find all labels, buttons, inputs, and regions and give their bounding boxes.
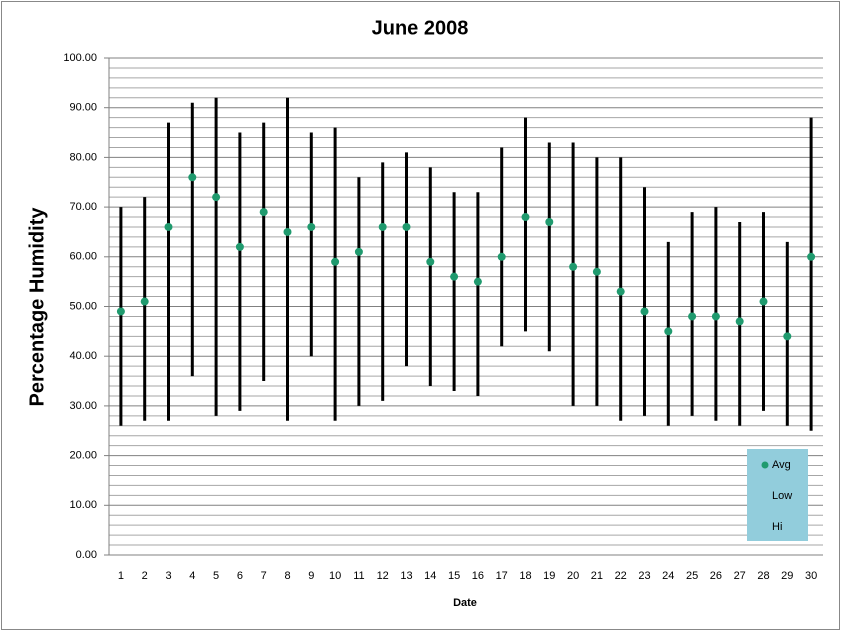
avg-point xyxy=(664,327,673,336)
legend-label: Avg xyxy=(772,459,791,471)
y-axis-label: Percentage Humidity xyxy=(26,207,48,407)
avg-point xyxy=(188,173,197,182)
x-tick-label: 18 xyxy=(519,570,531,582)
avg-point xyxy=(783,332,792,341)
x-tick-label: 17 xyxy=(496,570,508,582)
x-tick-label: 12 xyxy=(377,570,389,582)
x-tick-label: 15 xyxy=(448,570,460,582)
x-tick-label: 5 xyxy=(213,570,219,582)
avg-point xyxy=(212,193,221,202)
x-tick-label: 10 xyxy=(329,570,341,582)
avg-point xyxy=(450,272,459,281)
avg-point xyxy=(116,307,125,316)
x-tick-label: 6 xyxy=(237,570,243,582)
avg-point xyxy=(164,222,173,231)
avg-point xyxy=(616,287,625,296)
avg-point xyxy=(402,222,411,231)
x-tick-label: 26 xyxy=(710,570,722,582)
x-tick-label: 2 xyxy=(142,570,148,582)
avg-point xyxy=(640,307,649,316)
x-tick-label: 3 xyxy=(165,570,171,582)
avg-point xyxy=(497,252,506,261)
x-tick-label: 21 xyxy=(591,570,603,582)
x-tick-label: 7 xyxy=(261,570,267,582)
x-tick-label: 22 xyxy=(615,570,627,582)
y-tick-label: 0.00 xyxy=(76,549,97,561)
avg-point xyxy=(688,312,697,321)
avg-point xyxy=(307,222,316,231)
legend-label: Hi xyxy=(772,521,782,533)
y-tick-label: 30.00 xyxy=(69,400,97,412)
y-tick-label: 50.00 xyxy=(69,300,97,312)
x-tick-label: 30 xyxy=(805,570,817,582)
y-tick-label: 80.00 xyxy=(69,151,97,163)
avg-point xyxy=(331,257,340,266)
x-axis-label: Date xyxy=(453,597,477,609)
y-tick-label: 90.00 xyxy=(69,102,97,114)
avg-point xyxy=(473,277,482,286)
x-tick-label: 23 xyxy=(638,570,650,582)
x-tick-label: 29 xyxy=(781,570,793,582)
y-tick-label: 20.00 xyxy=(69,450,97,462)
avg-point xyxy=(378,222,387,231)
x-tick-label: 25 xyxy=(686,570,698,582)
x-tick-label: 28 xyxy=(757,570,769,582)
avg-point xyxy=(259,208,268,217)
y-tick-label: 40.00 xyxy=(69,350,97,362)
x-tick-label: 14 xyxy=(424,570,436,582)
y-tick-label: 70.00 xyxy=(69,201,97,213)
avg-point xyxy=(426,257,435,266)
y-tick-label: 10.00 xyxy=(69,499,97,511)
avg-point xyxy=(354,247,363,256)
avg-point xyxy=(735,317,744,326)
legend-marker xyxy=(761,461,769,469)
avg-point xyxy=(235,242,244,251)
x-tick-label: 4 xyxy=(189,570,195,582)
x-tick-label: 20 xyxy=(567,570,579,582)
avg-point xyxy=(592,267,601,276)
avg-point xyxy=(759,297,768,306)
legend-box xyxy=(747,449,808,541)
avg-point xyxy=(521,213,530,222)
avg-point xyxy=(140,297,149,306)
avg-point xyxy=(711,312,720,321)
x-tick-label: 16 xyxy=(472,570,484,582)
x-tick-label: 24 xyxy=(662,570,674,582)
y-tick-label: 100.00 xyxy=(63,52,97,64)
x-tick-label: 13 xyxy=(400,570,412,582)
legend-label: Low xyxy=(772,490,792,502)
chart-title: June 2008 xyxy=(372,17,469,39)
avg-point xyxy=(807,252,816,261)
x-tick-label: 27 xyxy=(734,570,746,582)
y-tick-label: 60.00 xyxy=(69,251,97,263)
avg-point xyxy=(569,262,578,271)
x-tick-label: 19 xyxy=(543,570,555,582)
x-tick-label: 1 xyxy=(118,570,124,582)
x-tick-label: 8 xyxy=(284,570,290,582)
x-tick-label: 11 xyxy=(353,570,364,582)
avg-point xyxy=(545,218,554,227)
avg-point xyxy=(283,227,292,236)
x-tick-label: 9 xyxy=(308,570,314,582)
